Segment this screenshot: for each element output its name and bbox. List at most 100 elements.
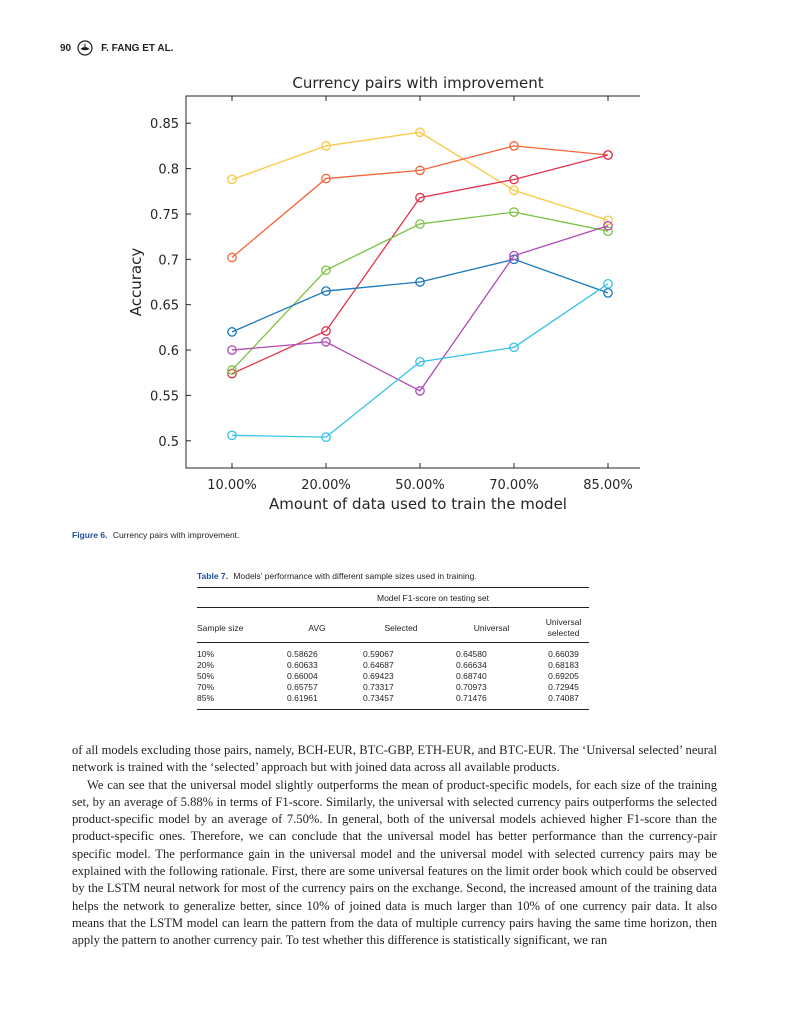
column-header: Universal selected xyxy=(538,607,589,643)
table-cell: 0.74087 xyxy=(538,693,589,710)
data-point xyxy=(227,174,237,185)
data-point xyxy=(321,141,331,151)
y-tick-label: 0.6 xyxy=(158,344,179,359)
accuracy-line-chart: Currency pairs with improvement 0.50.550… xyxy=(127,74,640,513)
table-cell: 20% xyxy=(197,660,215,670)
body-paragraph: We can see that the universal model slig… xyxy=(72,777,717,948)
data-point xyxy=(509,185,519,196)
data-point xyxy=(509,141,519,151)
data-point xyxy=(603,278,613,289)
table-cell: 0.66039 xyxy=(548,649,579,659)
series-layer xyxy=(227,127,613,443)
table-cell: 0.64580 xyxy=(456,649,487,659)
data-point xyxy=(603,215,613,226)
x-tick-label: 10.00% xyxy=(207,478,257,493)
data-point xyxy=(321,173,331,184)
data-point xyxy=(415,165,425,176)
series-line xyxy=(231,225,609,392)
y-axis: 0.5 0.55 0.6 0.65 0.7 0.75 0.8 0.85 xyxy=(150,117,191,450)
y-tick-label: 0.5 xyxy=(158,435,179,450)
f1-score-table: Model F1-score on testing set Sample siz… xyxy=(197,587,589,710)
data-point xyxy=(415,356,425,367)
running-head-authors: F. FANG ET AL. xyxy=(101,42,174,54)
table-cell: 0.58626 xyxy=(287,649,318,659)
series-group xyxy=(227,278,613,443)
data-point xyxy=(415,386,425,396)
y-tick-label: 0.65 xyxy=(150,299,179,314)
running-head: 90 F. FANG ET AL. xyxy=(60,40,174,56)
data-point xyxy=(509,207,519,217)
table-cell: 0.61961 xyxy=(277,693,357,710)
table-cell: 10% xyxy=(197,649,215,659)
table-7: Table 7. Models’ performance with differ… xyxy=(197,571,589,710)
column-header: Universal xyxy=(445,607,538,643)
y-tick-label: 0.75 xyxy=(150,208,179,223)
data-point xyxy=(415,219,425,229)
table-cell: 0.71476 xyxy=(445,693,538,710)
table-cell: 0.72945 xyxy=(548,682,579,692)
plot-area-frame xyxy=(185,95,640,469)
table-row: 50% 0.66004 0.69423 0.68740 0.69205 xyxy=(197,671,589,682)
series-line xyxy=(231,154,609,375)
figure-label: Figure 6. xyxy=(72,530,108,540)
figure-caption: Figure 6. Currency pairs with improvemen… xyxy=(72,530,239,540)
data-point xyxy=(509,250,519,261)
data-point xyxy=(227,365,237,375)
data-point xyxy=(227,345,237,355)
table-row: 70% 0.65757 0.73317 0.70973 0.72945 xyxy=(197,682,589,693)
table-cell: 70% xyxy=(197,682,215,692)
series-group xyxy=(227,127,613,226)
data-point xyxy=(227,430,237,441)
series-line xyxy=(231,258,609,333)
table-cell: 50% xyxy=(197,671,215,681)
column-header: Selected xyxy=(357,607,445,643)
data-point xyxy=(321,265,331,276)
data-point xyxy=(603,226,613,237)
data-point xyxy=(509,342,519,353)
x-axis-label: Amount of data used to train the model xyxy=(269,495,567,513)
y-axis-label: Accuracy xyxy=(127,248,145,317)
column-header: Sample size xyxy=(197,607,277,643)
body-paragraph: of all models excluding those pairs, nam… xyxy=(72,743,717,775)
x-tick-label: 70.00% xyxy=(489,478,539,493)
data-point xyxy=(227,327,237,337)
data-point xyxy=(227,252,237,263)
table-cell: 0.69423 xyxy=(363,671,394,681)
data-point xyxy=(321,432,331,443)
x-tick-label: 50.00% xyxy=(395,478,445,493)
table-row: 10% 0.58626 0.59067 0.64580 0.66039 xyxy=(197,643,589,661)
series-group xyxy=(227,220,613,396)
data-point xyxy=(415,277,425,287)
data-point xyxy=(321,337,331,347)
table-cell: 0.66004 xyxy=(287,671,318,681)
table-cell: 0.65757 xyxy=(287,682,318,692)
series-line xyxy=(231,131,609,221)
series-group xyxy=(227,207,613,375)
publisher-logo-icon xyxy=(77,40,93,56)
data-point xyxy=(321,326,331,336)
table-row: 20% 0.60633 0.64687 0.66634 0.68183 xyxy=(197,660,589,671)
series-line xyxy=(231,211,609,371)
table-row: 85% 0.61961 0.73457 0.71476 0.74087 xyxy=(197,693,589,710)
data-point xyxy=(415,192,425,203)
table-cell: 0.69205 xyxy=(548,671,579,681)
table-cell: 0.73457 xyxy=(357,693,445,710)
table-cell: 0.59067 xyxy=(363,649,394,659)
y-tick-label: 0.55 xyxy=(150,389,179,404)
data-point xyxy=(321,286,331,296)
body-text: of all models excluding those pairs, nam… xyxy=(72,742,717,950)
x-axis: 10.00% 20.00% 50.00% 70.00% 85.00% xyxy=(207,96,633,493)
table-group-header: Model F1-score on testing set xyxy=(277,587,589,608)
table-cell: 0.70973 xyxy=(456,682,487,692)
x-tick-label: 20.00% xyxy=(301,478,351,493)
table-cell: 0.66634 xyxy=(456,660,487,670)
y-tick-label: 0.7 xyxy=(158,253,179,268)
table-cell: 0.68183 xyxy=(548,660,579,670)
table-cell: 85% xyxy=(197,693,277,710)
column-header: AVG xyxy=(277,607,357,643)
table-label: Table 7. xyxy=(197,571,229,581)
series-line xyxy=(231,145,609,259)
table-caption: Table 7. Models’ performance with differ… xyxy=(197,571,589,581)
page-number: 90 xyxy=(60,42,72,54)
figure-caption-text: Currency pairs with improvement. xyxy=(112,530,240,540)
